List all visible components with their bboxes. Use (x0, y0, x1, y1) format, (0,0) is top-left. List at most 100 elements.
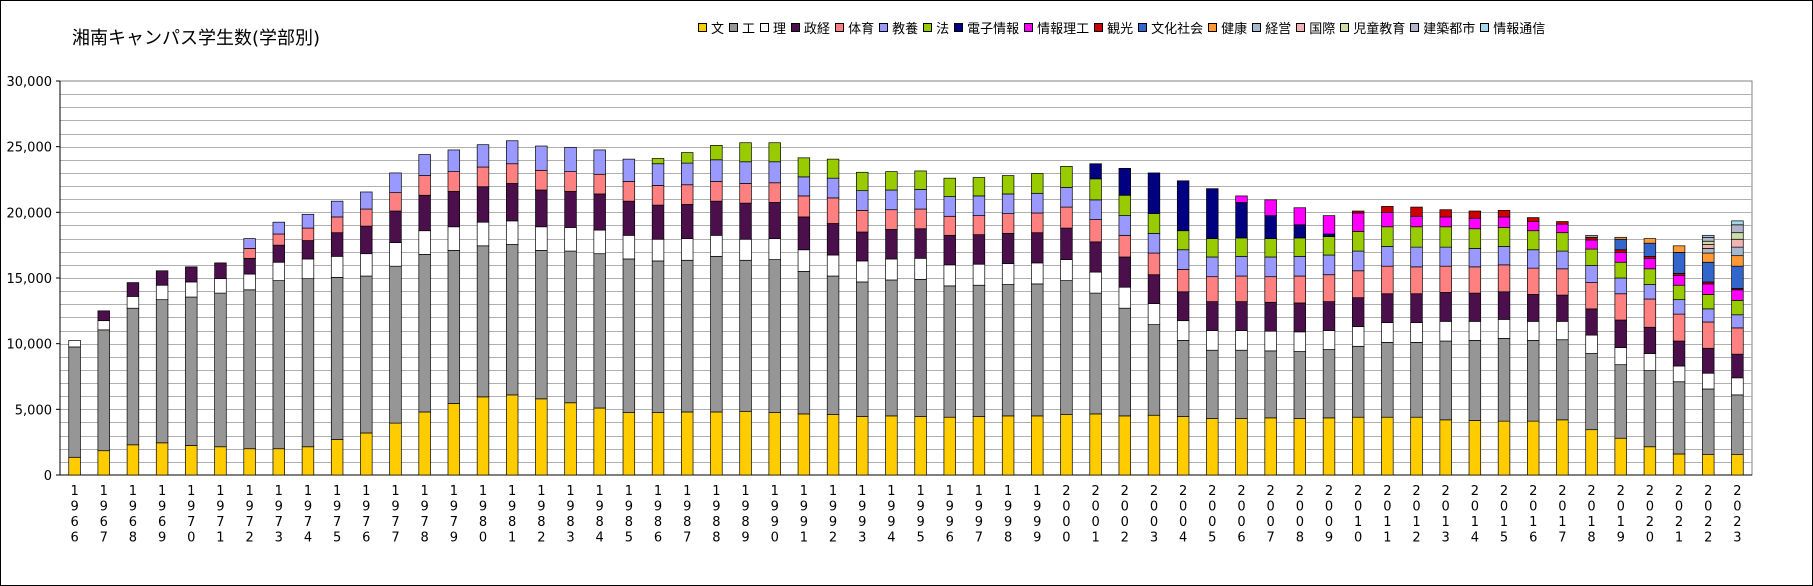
bar-segment-1971-s1 (214, 292, 227, 448)
bar-segment-2010-s8 (1351, 212, 1365, 232)
x-tick-label-1986-0: 1 (654, 484, 662, 499)
x-tick-label-2016-2: 1 (1529, 515, 1537, 530)
y-tick-label: 30,000 (7, 75, 53, 90)
bar-segment-2011-s1 (1381, 342, 1394, 418)
bar-segment-1967-s1 (97, 329, 110, 452)
bar-segment-1998-s0 (1001, 415, 1015, 476)
bar-segment-1981-s4 (505, 163, 519, 184)
bar-segment-1999-s6 (1031, 173, 1044, 194)
x-tick-label-1966-1: 9 (70, 500, 78, 515)
bar-segment-2005-s1 (1206, 349, 1219, 419)
bar-segment-2017-s2 (1556, 320, 1569, 341)
bar-segment-1992-s0 (826, 414, 840, 476)
bar-segment-2009-s5 (1322, 254, 1336, 276)
bar-segment-1975-s3 (330, 232, 344, 257)
x-tick-label-1989-1: 9 (741, 500, 749, 515)
bar-segment-2009-s0 (1322, 417, 1336, 476)
bar-segment-2006-s0 (1235, 418, 1248, 476)
bar-segment-1975-s4 (330, 216, 344, 234)
bar-segment-2022-s10 (1702, 261, 1715, 283)
bar-segment-2006-s3 (1235, 301, 1248, 331)
bar-segment-1993-s1 (856, 281, 869, 417)
bar-segment-2006-s4 (1235, 275, 1248, 302)
bar-segment-2023-s2 (1731, 377, 1744, 396)
bar-segment-1992-s6 (826, 158, 840, 179)
bar-segment-1980-s5 (476, 144, 490, 168)
bar-segment-1966-s2 (68, 340, 81, 348)
bar-segment-2018-s2 (1585, 334, 1598, 354)
x-tick-label-1977-3: 7 (391, 531, 399, 546)
bar-segment-2009-s1 (1322, 349, 1336, 419)
legend-swatch (729, 23, 739, 32)
x-tick-label-1985-2: 8 (625, 515, 633, 530)
legend-label: 理 (773, 22, 787, 37)
bar-segment-1983-s4 (564, 171, 577, 192)
bar-segment-1990-s3 (768, 202, 781, 239)
x-tick-label-2020-2: 2 (1646, 515, 1654, 530)
bar-segment-2023-s12 (1731, 246, 1744, 257)
x-tick-label-1999-2: 9 (1033, 515, 1041, 530)
bar-segment-1997-s2 (972, 263, 986, 286)
bar-segment-1969-s1 (155, 299, 169, 444)
bar-segment-2019-s9 (1614, 249, 1627, 253)
bar-segment-1984-s5 (593, 149, 606, 175)
x-tick-label-2020-3: 0 (1646, 531, 1654, 546)
bar-segment-1987-s5 (681, 162, 694, 186)
bar-segment-1986-s3 (651, 204, 665, 240)
bar-segment-2001-s4 (1089, 219, 1102, 243)
bar-segment-1997-s4 (972, 215, 986, 236)
legend-label: 経営 (1265, 22, 1292, 37)
x-tick-label-1990-0: 1 (771, 484, 779, 499)
legend-swatch (835, 23, 845, 32)
bar-segment-1974-s3 (301, 240, 315, 260)
bar-segment-1970-s0 (185, 445, 198, 476)
bar-segment-2010-s6 (1351, 231, 1365, 252)
legend-item: 情報通信 (1480, 18, 1545, 37)
bar-segment-1988-s0 (710, 411, 723, 476)
bar-segment-2019-s2 (1614, 347, 1627, 366)
bar-segment-1983-s0 (564, 402, 577, 476)
x-tick-label-2006-1: 0 (1237, 500, 1245, 515)
x-tick-label-2005-0: 2 (1208, 484, 1216, 499)
bar-segment-2012-s0 (1410, 416, 1423, 476)
x-tick-label-1968-3: 8 (129, 531, 137, 546)
bar-segment-2015-s3 (1497, 291, 1511, 320)
bar-segment-1998-s5 (1001, 193, 1015, 214)
bar-segment-2017-s4 (1556, 268, 1569, 296)
x-tick-label-2014-2: 1 (1471, 515, 1479, 530)
bar-segment-1991-s4 (797, 195, 811, 218)
x-tick-label-1989-3: 9 (741, 531, 749, 546)
x-tick-label-2017-2: 1 (1558, 515, 1566, 530)
x-tick-label-1966-0: 1 (70, 484, 78, 499)
bar-segment-2011-s8 (1381, 211, 1394, 228)
legend-label: 国際 (1309, 22, 1336, 37)
bar-segment-2012-s1 (1410, 342, 1423, 418)
bar-segment-2021-s11 (1672, 245, 1686, 253)
bar-segment-1968-s1 (126, 307, 140, 446)
x-tick-label-1967-3: 7 (100, 531, 108, 546)
bar-segment-1994-s0 (885, 415, 898, 476)
bar-segment-1966-s1 (68, 346, 81, 458)
x-tick-label-2010-2: 1 (1354, 515, 1362, 530)
legend-item: 経営 (1252, 18, 1291, 37)
x-tick-label-2015-0: 2 (1500, 484, 1508, 499)
bar-segment-2020-s6 (1643, 268, 1657, 285)
x-tick-label-2009-0: 2 (1325, 484, 1333, 499)
x-tick-label-2015-1: 0 (1500, 500, 1508, 515)
bar-segment-1999-s2 (1031, 262, 1044, 285)
bar-segment-2016-s2 (1527, 320, 1540, 341)
bar-segment-1985-s0 (622, 412, 636, 476)
x-tick-label-2022-3: 2 (1704, 531, 1712, 546)
bar-segment-2009-s7 (1322, 233, 1336, 237)
bar-segment-1988-s2 (710, 234, 723, 257)
bar-segment-2009-s8 (1322, 215, 1336, 235)
bar-segment-2006-s2 (1235, 330, 1248, 351)
bar-segment-2013-s6 (1439, 226, 1452, 248)
x-tick-label-1968-1: 9 (129, 500, 137, 515)
x-tick-label-1997-1: 9 (975, 500, 983, 515)
x-tick-label-2011-0: 2 (1383, 484, 1391, 499)
bar-segment-2014-s6 (1468, 228, 1482, 249)
x-tick-label-2001-3: 1 (1091, 531, 1099, 546)
bar-segment-1999-s0 (1031, 415, 1044, 476)
bar-segment-2014-s1 (1468, 340, 1482, 421)
